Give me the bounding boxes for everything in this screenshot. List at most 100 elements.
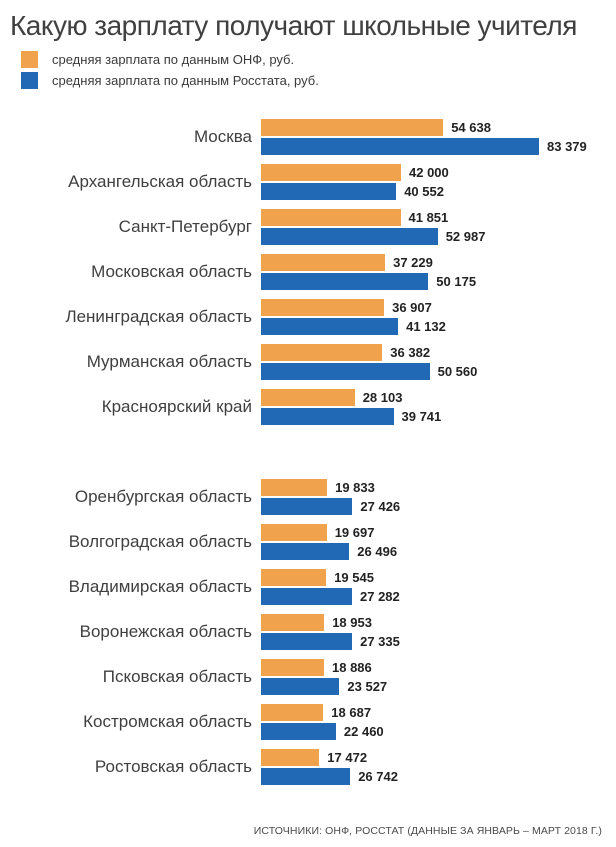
- rosstat-bar-line: 26 496: [261, 542, 616, 560]
- region-label: Волгоградская область: [68, 531, 252, 551]
- bar-pair: 18 953 27 335: [261, 613, 616, 650]
- onf-value-label: 42 000: [409, 164, 449, 180]
- region-label: Псковская область: [102, 666, 252, 686]
- region-label: Москва: [193, 126, 252, 146]
- rosstat-value-label: 52 987: [445, 228, 486, 244]
- region-label: Красноярский край: [101, 396, 252, 416]
- chart-row: Московская область 37 229 50 175: [0, 249, 616, 294]
- rosstat-bar: [261, 587, 352, 605]
- rosstat-value-label: 27 282: [360, 588, 400, 604]
- rosstat-bar: [261, 137, 539, 155]
- onf-bar: [261, 163, 401, 181]
- rosstat-value-label: 83 379: [547, 138, 587, 154]
- rosstat-value-label: 27 426: [360, 498, 401, 514]
- rosstat-value-label: 50 560: [437, 363, 478, 379]
- rosstat-bar-line: 41 132: [261, 317, 616, 335]
- onf-bar-line: 19 545: [261, 568, 616, 586]
- onf-bar-line: 18 687: [261, 703, 616, 721]
- region-label: Воронежская область: [79, 621, 252, 641]
- onf-bar: [261, 658, 324, 676]
- rosstat-bar-line: 22 460: [261, 722, 616, 740]
- rosstat-bar-line: 40 552: [261, 182, 616, 200]
- bar-pair: 42 000 40 552: [261, 163, 616, 200]
- onf-bar: [261, 748, 320, 766]
- rosstat-value-label: 39 741: [401, 408, 442, 424]
- onf-bar: [261, 118, 444, 136]
- onf-bar: [261, 568, 327, 586]
- rosstat-value-label: 22 460: [343, 723, 384, 739]
- bar-pair: 37 229 50 175: [261, 253, 616, 290]
- page-title: Какую зарплату получают школьные учителя: [10, 10, 577, 41]
- onf-bar: [261, 703, 324, 721]
- onf-bar-line: 36 382: [261, 343, 616, 361]
- chart-row: Архангельская область 42 000 40 552: [0, 159, 616, 204]
- rosstat-bar: [261, 227, 438, 245]
- rosstat-bar: [261, 722, 336, 740]
- legend: средняя зарплата по данным ОНФ, руб. сре…: [21, 51, 616, 89]
- rosstat-value-label: 40 552: [404, 183, 444, 199]
- onf-bar: [261, 343, 383, 361]
- region-label: Санкт-Петербург: [118, 216, 252, 236]
- rosstat-value-label: 27 335: [360, 633, 400, 649]
- rosstat-bar: [261, 677, 340, 695]
- legend-label-onf: средняя зарплата по данным ОНФ, руб.: [52, 52, 295, 67]
- rosstat-value-label: 50 175: [436, 273, 477, 289]
- rosstat-bar-line: 52 987: [261, 227, 616, 245]
- onf-bar-line: 19 833: [261, 478, 616, 496]
- onf-bar-line: 37 229: [261, 253, 616, 271]
- bar-pair: 19 833 27 426: [261, 478, 616, 515]
- region-label: Костромская область: [83, 711, 252, 731]
- bar-pair: 54 638 83 379: [261, 118, 616, 155]
- onf-bar: [261, 478, 328, 496]
- onf-color-swatch: [21, 51, 38, 68]
- onf-value-label: 36 907: [392, 299, 432, 315]
- rosstat-bar-line: 26 742: [261, 767, 616, 785]
- rosstat-bar-line: 50 560: [261, 362, 616, 380]
- chart-row: Псковская область 18 886 23 527: [0, 654, 616, 699]
- onf-bar: [261, 523, 327, 541]
- rosstat-bar-line: 27 335: [261, 632, 616, 650]
- onf-value-label: 54 638: [451, 119, 491, 135]
- rosstat-bar: [261, 272, 429, 290]
- chart-row: Владимирская область 19 545 27 282: [0, 564, 616, 609]
- onf-bar-line: 17 472: [261, 748, 616, 766]
- bar-pair: 36 907 41 132: [261, 298, 616, 335]
- rosstat-bar: [261, 317, 399, 335]
- rosstat-bar: [261, 362, 430, 380]
- onf-value-label: 18 687: [331, 704, 372, 720]
- legend-label-rosstat: средняя зарплата по данным Росстата, руб…: [52, 73, 319, 88]
- onf-bar: [261, 208, 401, 226]
- onf-value-label: 36 382: [390, 344, 431, 360]
- legend-item-rosstat: средняя зарплата по данным Росстата, руб…: [21, 72, 616, 89]
- onf-bar: [261, 298, 385, 316]
- rosstat-bar: [261, 767, 351, 785]
- region-label: Оренбургская область: [74, 486, 252, 506]
- onf-bar-line: 54 638: [261, 118, 616, 136]
- rosstat-bar-line: 50 175: [261, 272, 616, 290]
- onf-bar: [261, 388, 355, 406]
- onf-value-label: 19 697: [334, 524, 375, 540]
- rosstat-color-swatch: [21, 72, 38, 89]
- chart-row: Мурманская область 36 382 50 560: [0, 339, 616, 384]
- rosstat-bar: [261, 542, 350, 560]
- region-label: Московская область: [91, 261, 252, 281]
- chart-row: Санкт-Петербург 41 851 52 987: [0, 204, 616, 249]
- onf-bar-line: 28 103: [261, 388, 616, 406]
- rosstat-bar: [261, 632, 353, 650]
- bar-pair: 36 382 50 560: [261, 343, 616, 380]
- onf-bar-line: 18 953: [261, 613, 616, 631]
- region-label: Мурманская область: [86, 351, 252, 371]
- onf-value-label: 18 953: [332, 614, 372, 630]
- rosstat-bar-line: 23 527: [261, 677, 616, 695]
- chart-row: Костромская область 18 687 22 460: [0, 699, 616, 744]
- chart-row: Ленинградская область 36 907 41 132: [0, 294, 616, 339]
- onf-value-label: 18 886: [332, 659, 372, 675]
- onf-value-label: 19 833: [335, 479, 375, 495]
- bar-pair: 28 103 39 741: [261, 388, 616, 425]
- bar-pair: 19 697 26 496: [261, 523, 616, 560]
- rosstat-bar-line: 39 741: [261, 407, 616, 425]
- bar-pair: 17 472 26 742: [261, 748, 616, 785]
- onf-bar-line: 36 907: [261, 298, 616, 316]
- onf-value-label: 28 103: [362, 389, 403, 405]
- onf-value-label: 17 472: [327, 749, 368, 765]
